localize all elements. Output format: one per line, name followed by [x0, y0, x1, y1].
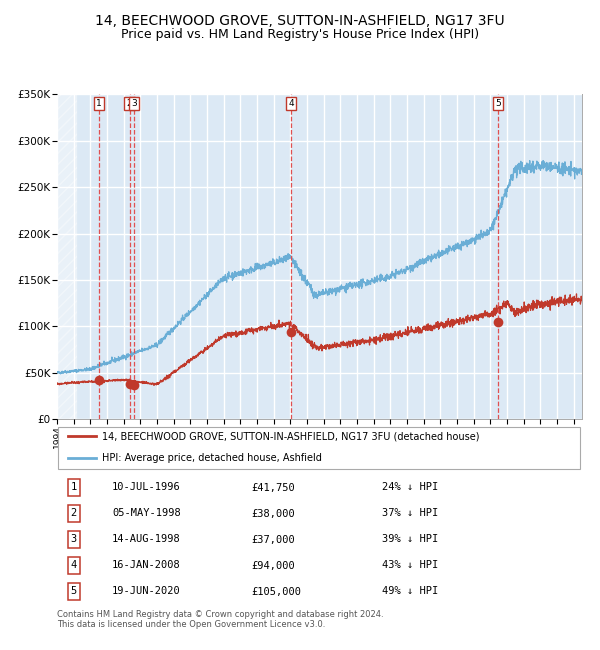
- FancyBboxPatch shape: [58, 426, 580, 469]
- Text: 19-JUN-2020: 19-JUN-2020: [112, 586, 181, 597]
- Text: 14, BEECHWOOD GROVE, SUTTON-IN-ASHFIELD, NG17 3FU: 14, BEECHWOOD GROVE, SUTTON-IN-ASHFIELD,…: [95, 14, 505, 29]
- Bar: [57, 94, 77, 419]
- Text: 3: 3: [131, 99, 137, 108]
- Text: 39% ↓ HPI: 39% ↓ HPI: [383, 534, 439, 545]
- Text: £37,000: £37,000: [251, 534, 295, 545]
- Text: £38,000: £38,000: [251, 508, 295, 519]
- Text: HPI: Average price, detached house, Ashfield: HPI: Average price, detached house, Ashf…: [101, 453, 322, 463]
- Text: 16-JAN-2008: 16-JAN-2008: [112, 560, 181, 571]
- Text: 14-AUG-1998: 14-AUG-1998: [112, 534, 181, 545]
- Text: 1: 1: [71, 482, 77, 493]
- Text: 14, BEECHWOOD GROVE, SUTTON-IN-ASHFIELD, NG17 3FU (detached house): 14, BEECHWOOD GROVE, SUTTON-IN-ASHFIELD,…: [101, 432, 479, 441]
- Text: 49% ↓ HPI: 49% ↓ HPI: [383, 586, 439, 597]
- Text: 10-JUL-1996: 10-JUL-1996: [112, 482, 181, 493]
- Text: £94,000: £94,000: [251, 560, 295, 571]
- Text: 4: 4: [288, 99, 294, 108]
- Text: £105,000: £105,000: [251, 586, 301, 597]
- Text: 1: 1: [96, 99, 102, 108]
- Text: Contains HM Land Registry data © Crown copyright and database right 2024.
This d: Contains HM Land Registry data © Crown c…: [57, 610, 383, 629]
- Text: 3: 3: [71, 534, 77, 545]
- Text: 2: 2: [71, 508, 77, 519]
- Text: 24% ↓ HPI: 24% ↓ HPI: [383, 482, 439, 493]
- Text: 2: 2: [127, 99, 133, 108]
- Text: 5: 5: [71, 586, 77, 597]
- Text: 5: 5: [495, 99, 501, 108]
- Text: 43% ↓ HPI: 43% ↓ HPI: [383, 560, 439, 571]
- Text: 4: 4: [71, 560, 77, 571]
- Text: Price paid vs. HM Land Registry's House Price Index (HPI): Price paid vs. HM Land Registry's House …: [121, 28, 479, 41]
- Text: 37% ↓ HPI: 37% ↓ HPI: [383, 508, 439, 519]
- Text: 05-MAY-1998: 05-MAY-1998: [112, 508, 181, 519]
- Text: £41,750: £41,750: [251, 482, 295, 493]
